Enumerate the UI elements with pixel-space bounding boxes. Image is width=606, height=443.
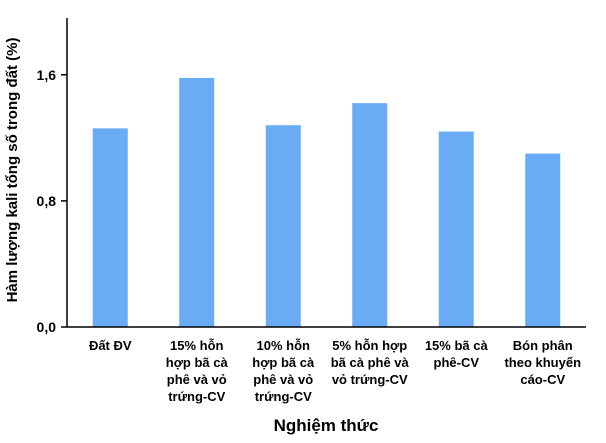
x-labels-group: Đất ĐV 15% hỗn hợp bã cà phê và vỏ trứng-CV 1…	[89, 338, 581, 404]
y-tick-label-2: 0,8	[37, 193, 57, 209]
y-tick-label-1: 0,0	[37, 319, 57, 335]
bar-2	[179, 77, 215, 327]
bar-4	[352, 103, 388, 327]
x-tick-label-2: 15% hỗn hợp bã cà phê và vỏ trứng-CV	[166, 338, 229, 404]
bar-5	[438, 131, 474, 327]
bars-group	[92, 77, 561, 328]
x-tick-label-6: Bón phân theo khuyến cáo-CV	[504, 338, 581, 387]
y-ticks-group: 0,0 0,8 1,6	[37, 67, 67, 335]
x-tick-label-3: 10% hỗn hợp bã cà phê và vỏ trứng-CV	[252, 338, 315, 404]
axes-group	[66, 18, 586, 328]
bar-3	[265, 125, 301, 328]
bar-6	[525, 153, 561, 327]
x-axis-title: Nghiệm thức	[274, 416, 379, 435]
y-axis-title: Hàm lượng kali tổng số trong đất (%)	[4, 38, 21, 303]
y-tick-label-3: 1,6	[37, 67, 57, 83]
x-tick-label-1: Đất ĐV	[89, 338, 132, 353]
x-tick-label-5: 15% bã cà phê-CV	[425, 338, 489, 370]
bar-1	[92, 128, 128, 327]
x-tick-label-4: 5% hỗn hợp bã cà phê và vỏ trứng-CV	[331, 338, 410, 387]
